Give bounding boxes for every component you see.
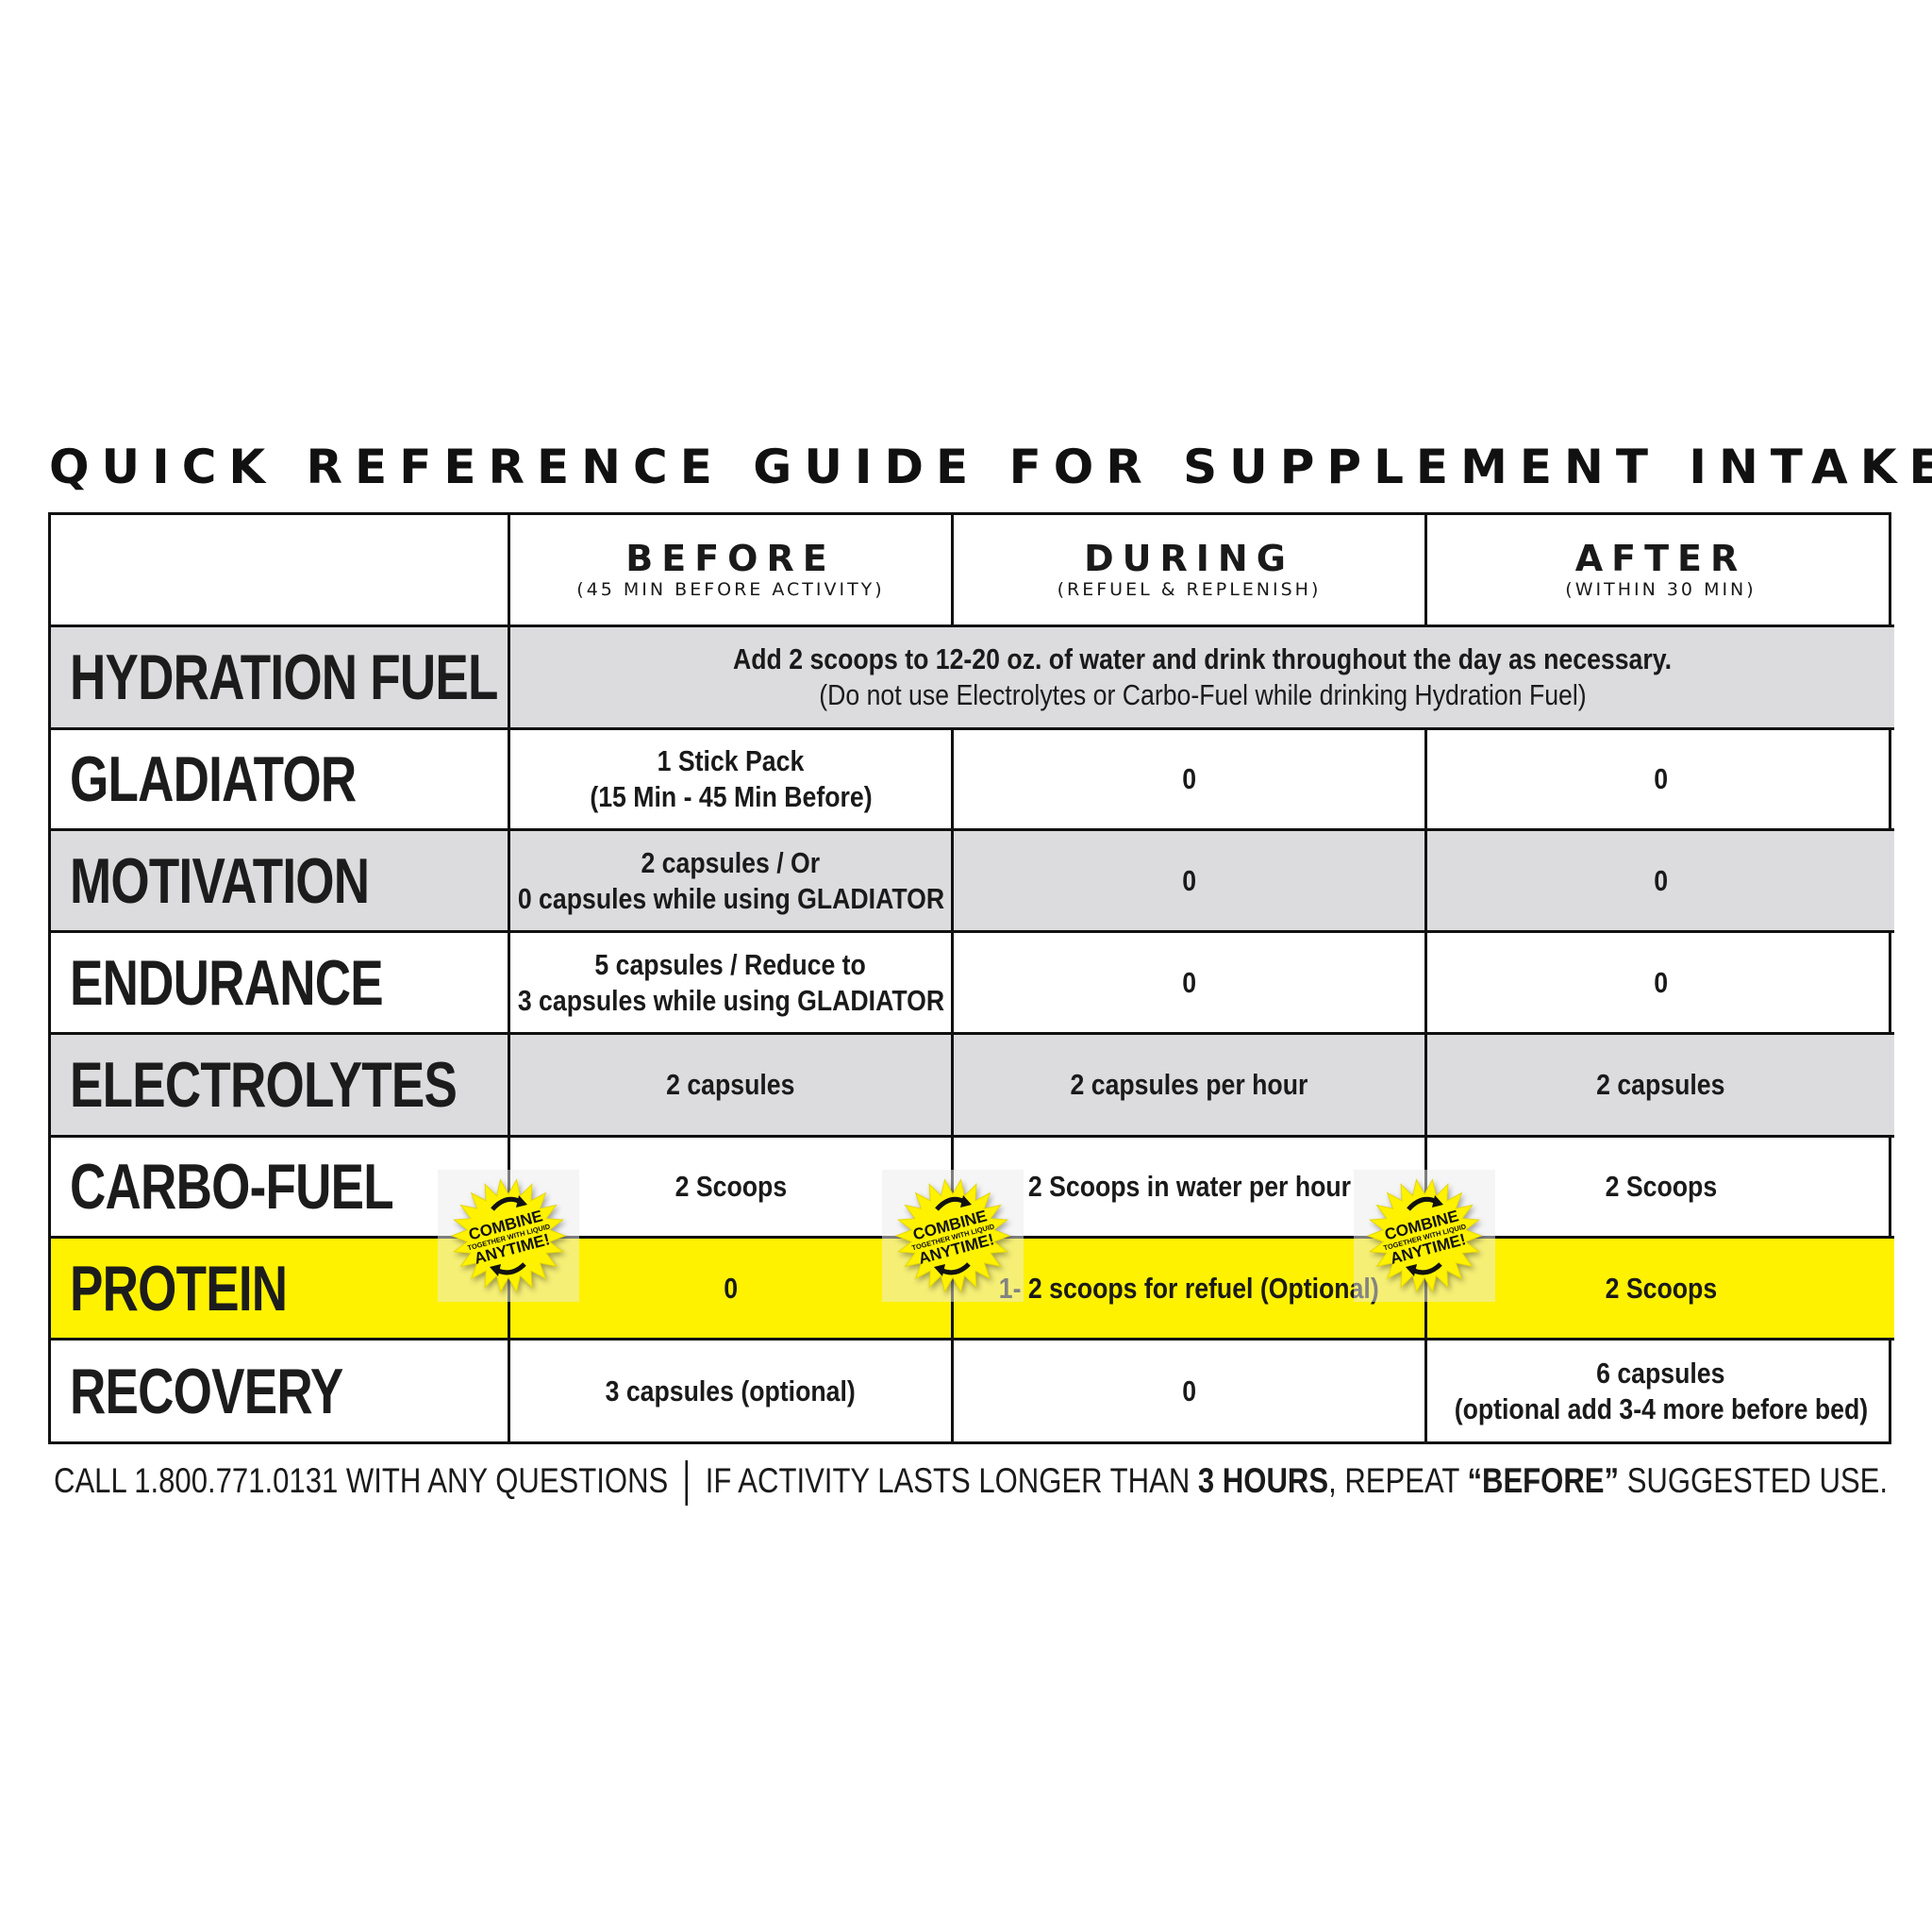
during-value: 0: [1182, 863, 1196, 897]
during-value: 2 Scoops in water per hour: [1027, 1170, 1351, 1203]
after-value: 6 capsules: [1596, 1356, 1725, 1390]
starburst-icon: COMBINE TOGETHER WITH LIQUID ANYTIME!: [1366, 1178, 1483, 1293]
column-subtitle: (45 MIN BEFORE ACTIVITY): [576, 579, 885, 600]
combine-badge: COMBINE TOGETHER WITH LIQUID ANYTIME!: [1354, 1170, 1495, 1302]
hydration-instructions: Add 2 scoops to 12-20 oz. of water and d…: [510, 627, 1894, 730]
combine-badge: COMBINE TOGETHER WITH LIQUID ANYTIME!: [882, 1170, 1024, 1302]
column-title: BEFORE: [625, 538, 836, 579]
cell-during-recovery: 0: [954, 1341, 1427, 1441]
footer-text: SUGGESTED USE.: [1619, 1460, 1889, 1500]
row-label-gladiator: GLADIATOR: [51, 730, 510, 831]
before-value: 5 capsules / Reduce to: [594, 947, 867, 981]
cell-before-recovery: 3 capsules (optional): [510, 1341, 954, 1441]
during-value: 0: [1182, 965, 1196, 999]
row-label-hydration-fuel: HYDRATION FUEL: [51, 627, 510, 730]
header-during: DURING (REFUEL & REPLENISH): [954, 515, 1427, 627]
footer-bold: “BEFORE”: [1467, 1460, 1620, 1500]
hydration-line2: (Do not use Electrolytes or Carbo-Fuel w…: [818, 678, 1587, 711]
supplement-table: BEFORE (45 MIN BEFORE ACTIVITY) DURING (…: [48, 512, 1894, 1444]
row-label-motivation: MOTIVATION: [51, 831, 510, 933]
header-empty-cell: [51, 515, 510, 627]
cell-after-carbo-fuel: 2 Scoops: [1427, 1138, 1894, 1239]
cell-before-motivation: 2 capsules / Or 0 capsules while using GL…: [510, 831, 954, 933]
column-subtitle: (WITHIN 30 MIN): [1565, 579, 1757, 600]
before-value: 2 Scoops: [675, 1170, 787, 1203]
cell-after-electrolytes: 2 capsules: [1427, 1035, 1894, 1138]
cell-after-protein: 2 Scoops: [1427, 1239, 1894, 1341]
after-value: 0: [1654, 762, 1668, 795]
cell-during-electrolytes: 2 capsules per hour: [954, 1035, 1427, 1138]
column-title: AFTER: [1574, 538, 1747, 579]
cell-during-endurance: 0: [954, 933, 1427, 1035]
row-label-text: RECOVERY: [70, 1355, 343, 1427]
row-label-text: MOTIVATION: [70, 844, 370, 917]
footer-text: IF ACTIVITY LASTS LONGER THAN: [705, 1460, 1198, 1500]
before-value: 1 Stick Pack: [657, 744, 805, 777]
row-label-text: HYDRATION FUEL: [70, 641, 498, 713]
footer-bold: 3 HOURS: [1197, 1460, 1329, 1500]
cell-after-gladiator: 0: [1427, 730, 1894, 831]
cell-during-gladiator: 0: [954, 730, 1427, 831]
during-value: 2 capsules per hour: [1070, 1068, 1308, 1101]
before-value: 0 capsules while using GLADIATOR: [517, 881, 944, 915]
cell-during-protein: 1- 2 scoops for refuel (Optional): [954, 1239, 1427, 1341]
row-label-text: PROTEIN: [70, 1252, 288, 1324]
row-label-electrolytes: ELECTROLYTES: [51, 1035, 510, 1138]
after-value: 0: [1654, 863, 1668, 897]
before-value: 0: [724, 1271, 738, 1305]
before-value: 3 capsules (optional): [605, 1374, 857, 1407]
starburst-icon: COMBINE TOGETHER WITH LIQUID ANYTIME!: [450, 1178, 567, 1293]
header-before: BEFORE (45 MIN BEFORE ACTIVITY): [510, 515, 954, 627]
header-after: AFTER (WITHIN 30 MIN): [1427, 515, 1894, 627]
cell-before-electrolytes: 2 capsules: [510, 1035, 954, 1138]
cell-during-motivation: 0: [954, 831, 1427, 933]
cell-before-protein: 0: [510, 1239, 954, 1341]
combine-badge: COMBINE TOGETHER WITH LIQUID ANYTIME!: [438, 1170, 579, 1302]
footer-divider: [685, 1460, 689, 1506]
row-label-endurance: ENDURANCE: [51, 933, 510, 1035]
footer-phone: CALL 1.800.771.0131 WITH ANY QUESTIONS: [54, 1460, 669, 1500]
cell-before-endurance: 5 capsules / Reduce to 3 capsules while u…: [510, 933, 954, 1035]
column-title: DURING: [1084, 538, 1294, 579]
cell-after-motivation: 0: [1427, 831, 1894, 933]
before-value: 2 capsules: [666, 1068, 795, 1101]
row-label-carbo-fuel: CARBO-FUEL: [51, 1138, 510, 1239]
footer-text: , REPEAT: [1328, 1460, 1468, 1500]
cell-after-endurance: 0: [1427, 933, 1894, 1035]
row-label-protein: PROTEIN: [51, 1239, 510, 1341]
cell-after-recovery: 6 capsules (optional add 3-4 more before …: [1427, 1341, 1894, 1441]
row-label-text: GLADIATOR: [70, 743, 357, 815]
before-value: 3 capsules while using GLADIATOR: [517, 983, 944, 1017]
row-label-text: CARBO-FUEL: [70, 1151, 394, 1223]
after-value: 2 Scoops: [1605, 1271, 1717, 1305]
before-value: 2 capsules / Or: [641, 845, 821, 879]
cell-before-gladiator: 1 Stick Pack (15 Min - 45 Min Before): [510, 730, 954, 831]
cell-during-carbo-fuel: 2 Scoops in water per hour: [954, 1138, 1427, 1239]
row-label-recovery: RECOVERY: [51, 1341, 510, 1441]
after-value: 0: [1654, 965, 1668, 999]
during-value: 1- 2 scoops for refuel (Optional): [999, 1271, 1379, 1305]
footer: CALL 1.800.771.0131 WITH ANY QUESTIONS IF…: [54, 1460, 1893, 1506]
hydration-line1: Add 2 scoops to 12-20 oz. of water and d…: [732, 642, 1673, 675]
after-value: (optional add 3-4 more before bed): [1454, 1391, 1868, 1425]
after-value: 2 Scoops: [1605, 1170, 1717, 1203]
during-value: 0: [1182, 762, 1196, 795]
row-label-text: ENDURANCE: [70, 946, 384, 1019]
before-value: (15 Min - 45 Min Before): [589, 780, 873, 813]
page-title: QUICK REFERENCE GUIDE FOR SUPPLEMENT INT…: [49, 440, 1932, 494]
after-value: 2 capsules: [1596, 1068, 1725, 1101]
column-subtitle: (REFUEL & REPLENISH): [1057, 579, 1322, 600]
row-label-text: ELECTROLYTES: [70, 1049, 458, 1121]
starburst-icon: COMBINE TOGETHER WITH LIQUID ANYTIME!: [894, 1178, 1011, 1293]
during-value: 0: [1182, 1374, 1196, 1407]
